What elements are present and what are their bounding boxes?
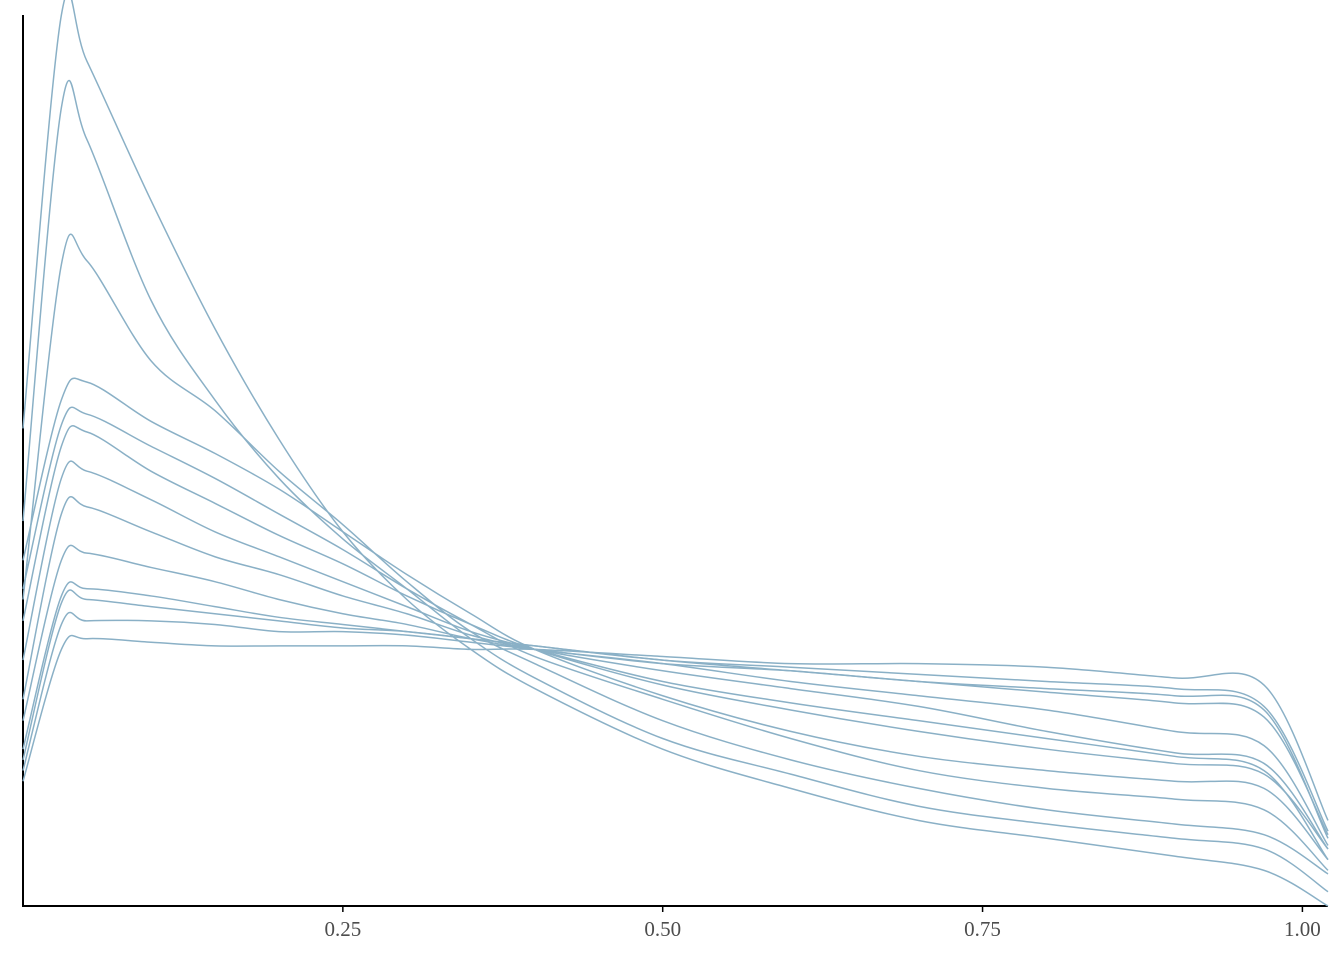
density-line xyxy=(22,0,1329,907)
density-line xyxy=(22,79,1329,893)
density-line xyxy=(22,496,1329,850)
density-line xyxy=(22,634,1329,821)
density-line xyxy=(22,611,1329,839)
density-line xyxy=(22,460,1329,861)
x-tick-label: 1.00 xyxy=(1284,917,1321,941)
density-line xyxy=(22,544,1329,846)
density-line xyxy=(22,233,1329,875)
x-tick-label: 0.75 xyxy=(964,917,1001,941)
x-tick-label: 0.25 xyxy=(324,917,361,941)
density-line xyxy=(22,589,1329,832)
density-line xyxy=(22,425,1329,850)
density-line xyxy=(22,406,1329,871)
density-line xyxy=(22,581,1329,836)
density-line xyxy=(22,377,1329,861)
x-tick-label: 0.50 xyxy=(644,917,681,941)
